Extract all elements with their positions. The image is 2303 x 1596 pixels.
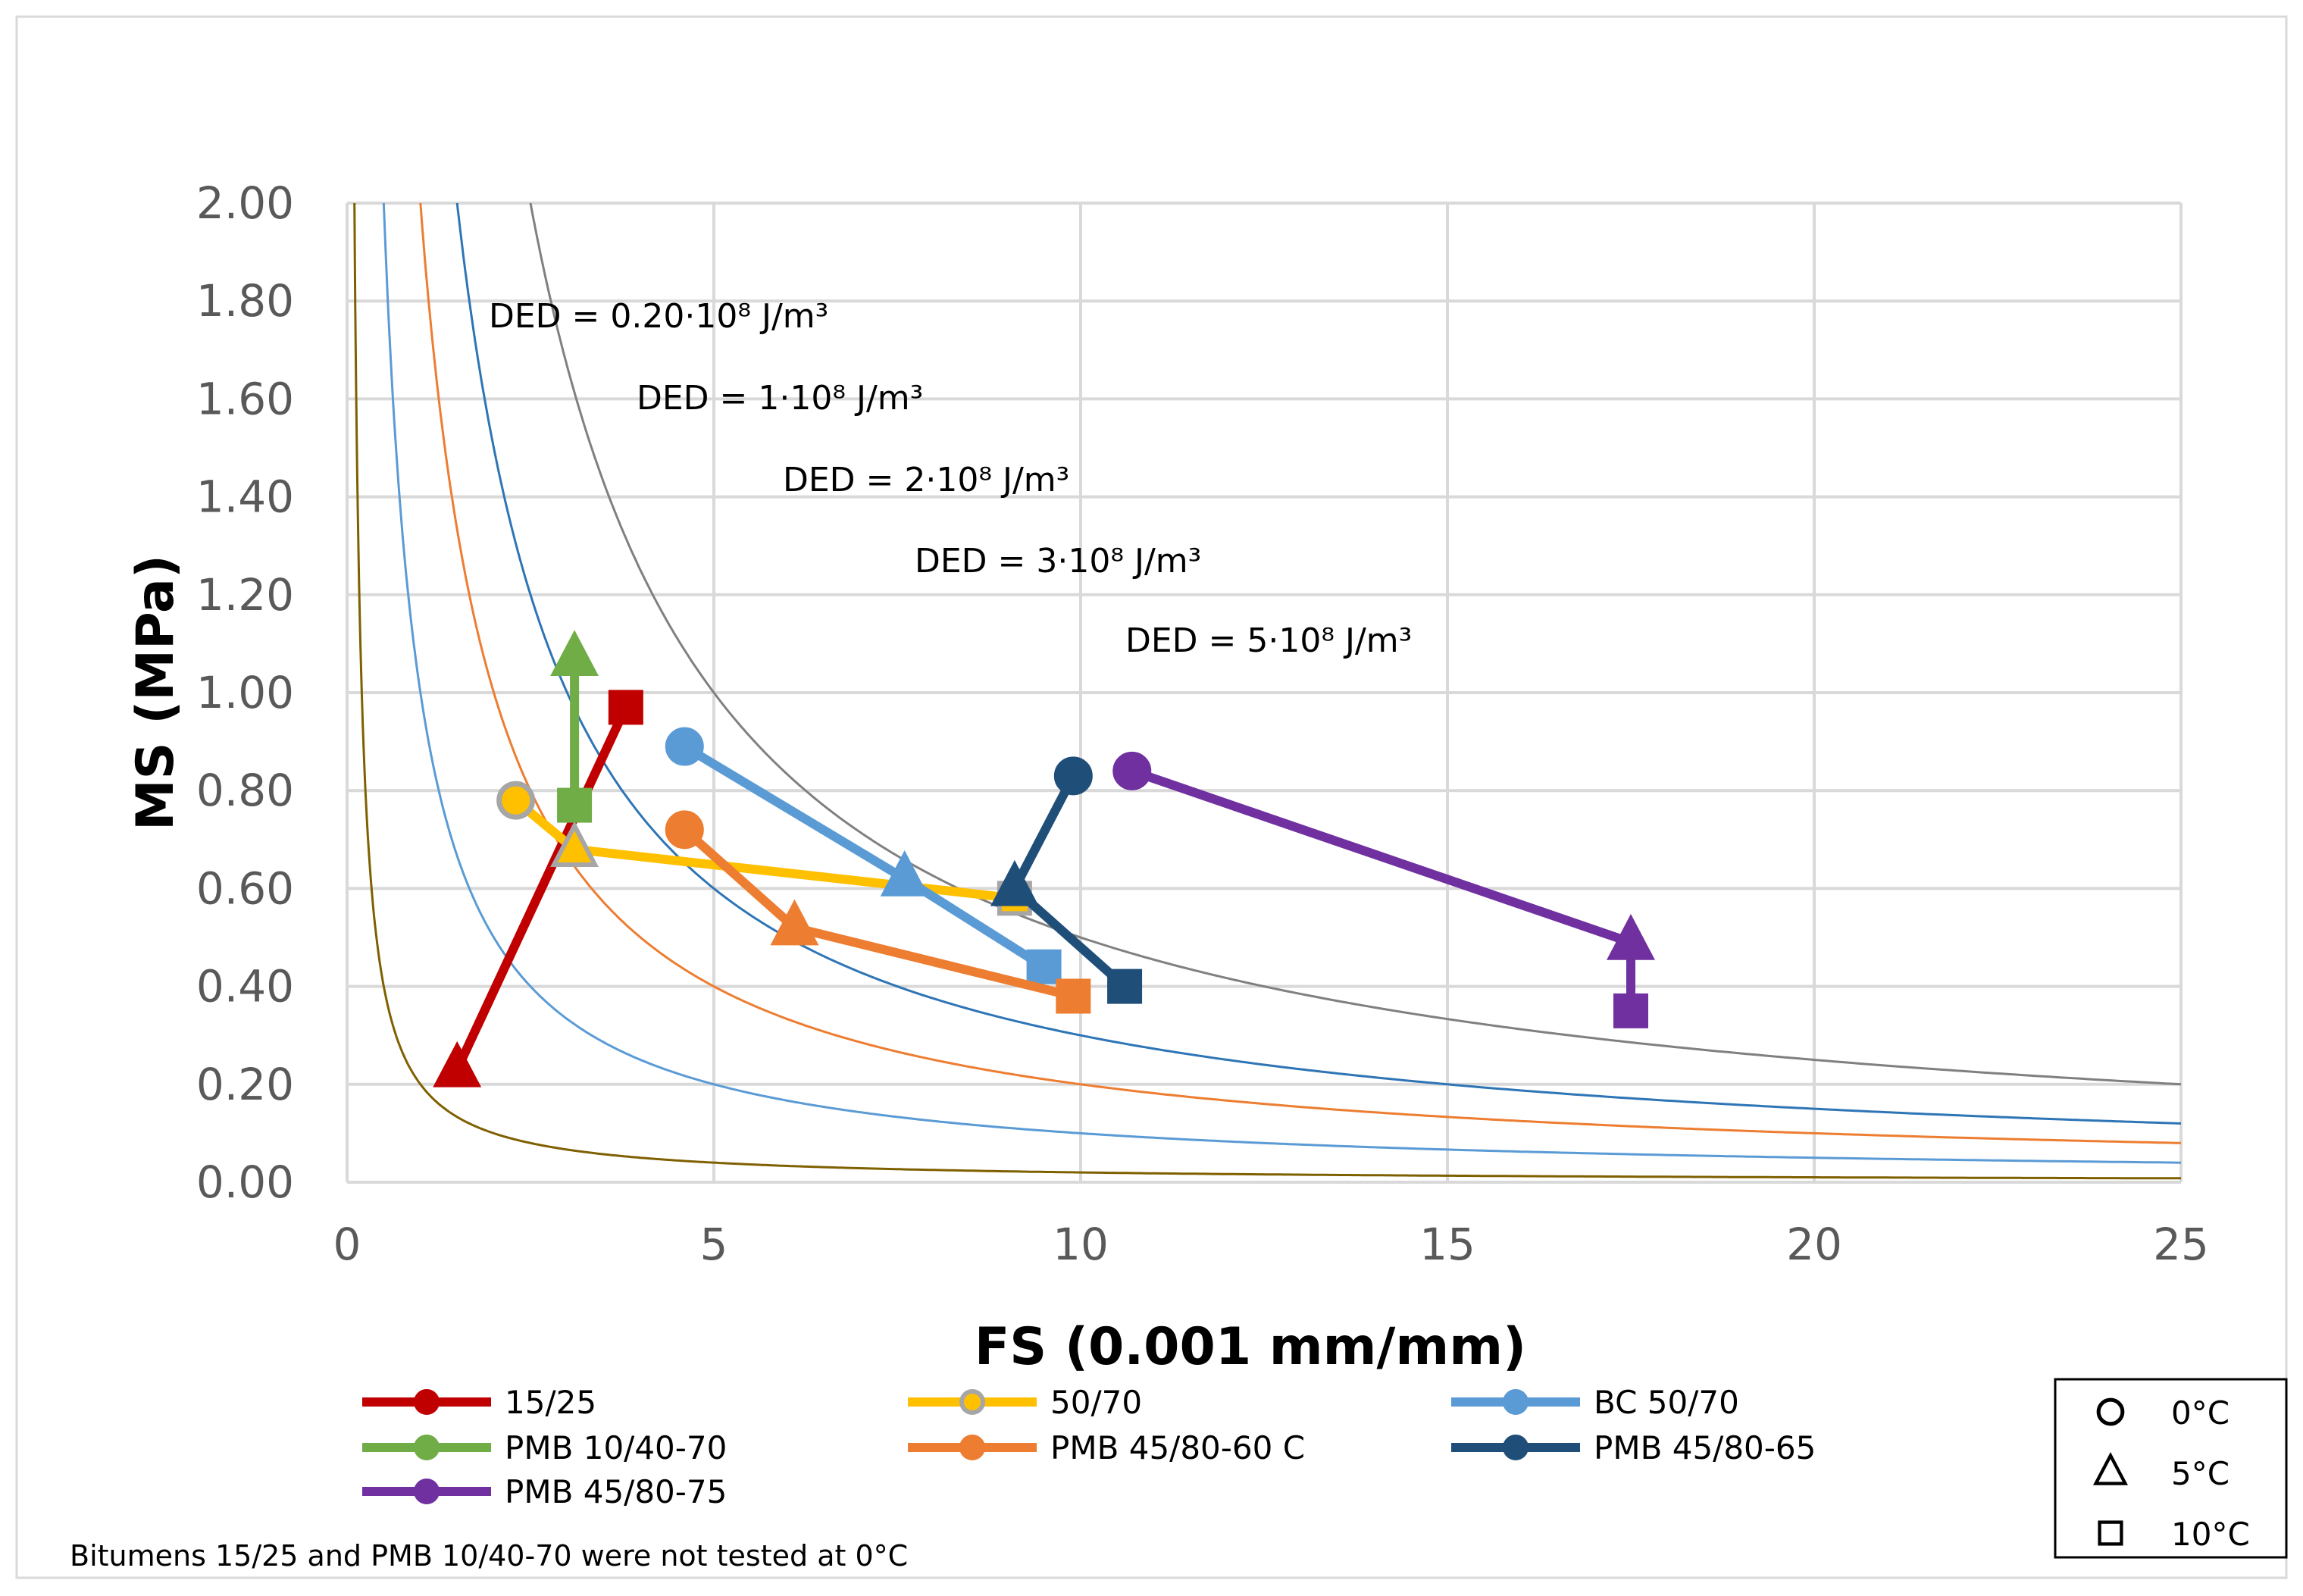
x-tick-label: 25 [2153,1219,2209,1270]
legend-label: 15/25 [505,1384,596,1421]
y-tick-label: 1.20 [196,569,294,621]
y-axis-title: MS (MPa) [126,555,186,831]
y-tick-label: 1.40 [196,471,294,523]
legend-label: PMB 10/40-70 [505,1429,727,1466]
y-tick-label: 2.00 [196,177,294,229]
legend-marker [959,1435,985,1460]
data-point [496,781,536,820]
marker-key-symbol [2098,1520,2123,1546]
marker-key-box [2054,1378,2288,1559]
legend-label: BC 50/70 [1594,1384,1739,1421]
data-point [1613,993,1648,1028]
series-line [452,705,631,1072]
footnote: Bitumens 15/25 and PMB 10/40-70 were not… [70,1539,908,1573]
marker-key-label: 5°C [2171,1455,2229,1492]
ded-label: DED = 3·10⁸ J/m³ [915,542,1201,581]
ded-label: DED = 1·10⁸ J/m³ [637,379,923,418]
data-point [1056,978,1091,1014]
temperature-marker-key: 0°C 5°C 10°C [2054,1378,2288,1559]
ded-curve [353,203,2181,1180]
data-point [1607,913,1655,960]
data-point [1053,756,1093,796]
x-tick-label: 10 [1053,1219,1109,1270]
y-tick-label: 1.00 [196,667,294,718]
data-series [433,630,1655,1087]
ded-curves [353,203,2181,1180]
y-tick-label: 0.40 [196,961,294,1012]
ded-label: DED = 0.20·10⁸ J/m³ [489,297,828,336]
y-tick-label: 0.20 [196,1059,294,1110]
legend-marker [414,1479,440,1504]
data-point [1107,969,1143,1004]
data-point [880,850,929,897]
y-tick-label: 0.60 [196,862,294,914]
y-tick-label: 0.00 [196,1156,294,1208]
data-point [1112,751,1152,790]
data-point [665,810,704,850]
ded-curve [455,203,2181,1125]
marker-key-label: 10°C [2171,1516,2250,1553]
x-tick-label: 5 [700,1219,728,1270]
legend-label: PMB 45/80-60 C [1050,1429,1305,1466]
series-legend: 15/25 50/70 BC 50/70 PMB 10/40-70 PMB 45/80-… [362,1384,1816,1510]
legend-marker [414,1389,440,1415]
x-axis-title: FS (0.001 mm/mm) [975,1317,1526,1377]
gridlines [346,202,2183,1184]
data-point [770,899,819,946]
x-tick-label: 20 [1786,1219,1842,1270]
legend-marker [959,1389,985,1415]
data-point [608,690,643,725]
marker-key-symbol [2096,1397,2125,1426]
x-tick-label: 15 [1419,1219,1475,1270]
ded-labels: DED = 0.20·10⁸ J/m³ DED = 1·10⁸ J/m³ DED =… [489,297,1412,660]
legend-marker [1503,1389,1529,1415]
data-point [665,727,704,766]
y-tick-label: 1.60 [196,373,294,424]
x-tick-label: 0 [333,1219,361,1270]
data-point [550,821,599,867]
legend-label: PMB 45/80-75 [505,1473,727,1510]
data-point [557,787,593,823]
data-point [550,630,599,677]
marker-key-symbol [2092,1452,2129,1485]
y-tick-label: 0.80 [196,765,294,816]
ded-label: DED = 2·10⁸ J/m³ [783,461,1069,499]
legend-marker [1503,1435,1529,1460]
y-tick-label: 1.80 [196,275,294,327]
ded-label: DED = 5·10⁸ J/m³ [1125,621,1412,660]
ded-curve [419,203,2181,1144]
chart-area-border [15,15,2288,1579]
data-point [1026,949,1062,984]
legend-label: 50/70 [1050,1384,1142,1421]
data-point [990,859,1039,906]
marker-key-label: 0°C [2171,1394,2229,1432]
legend-marker [414,1435,440,1460]
data-point [433,1041,482,1087]
ded-curve [382,203,2181,1164]
legend-label: PMB 45/80-65 [1594,1429,1816,1466]
axis-ticks: 0.00 0.20 0.40 0.60 0.80 1.00 1.20 1.40 1.60 1.80… [196,177,2209,1270]
